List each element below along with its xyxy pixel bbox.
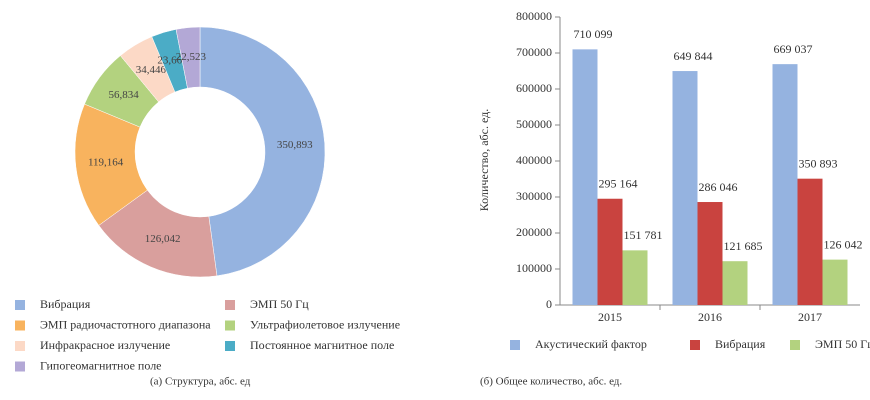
slice-label: 34,446 — [136, 64, 167, 76]
y-tick-label: 100000 — [516, 261, 552, 275]
bar-label: 350 893 — [799, 156, 838, 170]
slice-label: 56,834 — [108, 89, 139, 101]
legend-swatch — [15, 361, 25, 372]
slice-label: 23,665 — [157, 55, 188, 67]
bar — [672, 71, 698, 306]
bar-label: 286 046 — [699, 180, 738, 194]
y-tick-label: 600000 — [516, 81, 552, 95]
caption: (б) Общее количество, абс. ед. — [480, 376, 622, 388]
legend-swatch — [15, 300, 25, 310]
bar — [797, 178, 823, 305]
bar — [722, 261, 748, 305]
legend-swatch — [690, 340, 700, 350]
bar — [572, 49, 598, 305]
caption: (а) Структура, абс. ед — [150, 376, 251, 388]
bar-label: 649 844 — [674, 49, 713, 63]
bar-label: 669 037 — [774, 42, 813, 56]
legend-label: Гипогеомагнитное поле — [40, 358, 162, 372]
y-tick-label: 500000 — [516, 117, 552, 131]
x-tick-label: 2017 — [798, 310, 822, 324]
y-tick-label: 400000 — [516, 153, 552, 167]
legend-label: Инфракрасное излучение — [40, 338, 170, 352]
bar-label: 151 781 — [624, 228, 663, 242]
bar — [772, 64, 798, 305]
bar-label: 295 164 — [599, 176, 638, 190]
slice — [175, 26, 201, 89]
slice-label: 119,164 — [88, 157, 124, 169]
legend-label: Акустический фактор — [535, 337, 647, 351]
legend-label: Вибрация — [40, 297, 91, 311]
bar-label: 710 099 — [574, 27, 613, 41]
y-tick-label: 800000 — [516, 9, 552, 23]
bar-label: 126 042 — [824, 237, 863, 251]
x-tick-label: 2016 — [698, 310, 722, 324]
legend-label: Вибрация — [715, 337, 766, 351]
legend-swatch — [510, 340, 520, 350]
legend-label: Постоянное магнитное поле — [250, 338, 394, 352]
legend-swatch — [225, 300, 235, 310]
legend-label: ЭМП радиочастотного диапазона — [40, 317, 211, 331]
y-tick-label: 0 — [546, 297, 552, 311]
bar — [622, 250, 648, 305]
x-tick-label: 2015 — [598, 310, 622, 324]
y-tick-label: 300000 — [516, 189, 552, 203]
legend-swatch — [225, 320, 235, 331]
slice-label: 22,523 — [176, 51, 207, 63]
legend-swatch — [15, 320, 25, 331]
y-tick-label: 700000 — [516, 45, 552, 59]
y-tick-label: 200000 — [516, 225, 552, 239]
bar — [697, 202, 723, 305]
slice-label: 126,042 — [145, 233, 181, 245]
slice-label: 350,893 — [277, 139, 313, 151]
bar — [597, 198, 623, 305]
legend-swatch — [225, 341, 235, 351]
legend-label: Ультрафиолетовое излучение — [250, 317, 400, 331]
slice — [199, 26, 326, 277]
legend-swatch — [15, 341, 25, 351]
legend-label: ЭМП 50 Гц — [815, 337, 870, 351]
bar — [822, 259, 848, 305]
bar-label: 121 685 — [724, 239, 763, 253]
y-axis-label: Количество, абс. ед. — [477, 109, 491, 212]
legend-swatch — [790, 340, 800, 350]
legend-label: ЭМП 50 Гц — [250, 297, 309, 311]
